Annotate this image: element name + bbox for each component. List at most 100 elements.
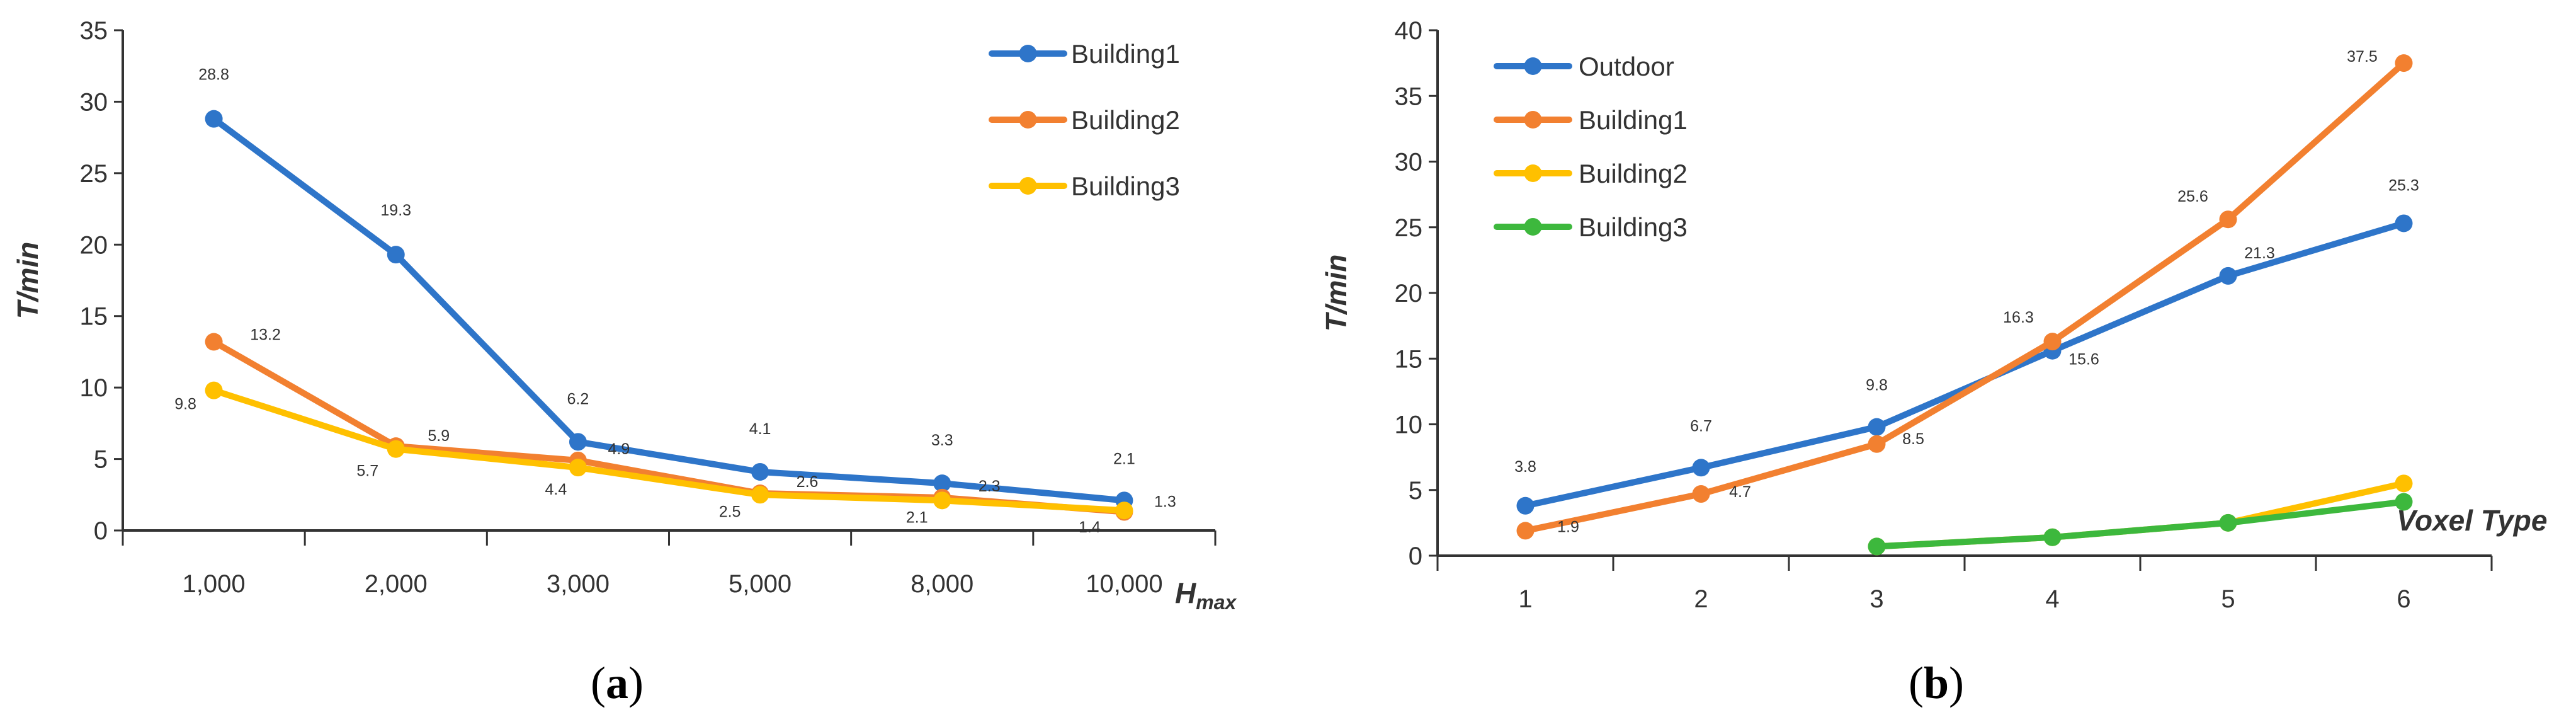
series-line-building3 (1873, 498, 2407, 550)
data-point-building3 (569, 459, 587, 477)
legend-label: Building2 (1071, 105, 1180, 135)
x-tick-label: 2 (1694, 585, 1708, 613)
x-axis-title-main: H (1175, 576, 1196, 609)
data-label: 19.3 (380, 202, 411, 219)
y-tick-label: 30 (80, 88, 108, 116)
y-tick-label: 0 (94, 517, 108, 545)
legend-swatch-marker (1019, 177, 1037, 195)
x-tick-label: 1 (1518, 585, 1532, 613)
data-point-outdoor (1692, 459, 1710, 477)
panel-letter: a (606, 658, 628, 708)
y-tick-label: 25 (1395, 214, 1423, 242)
data-point-building3 (2395, 493, 2413, 511)
data-point-building1 (1516, 522, 1535, 540)
x-tick-label: 3,000 (547, 570, 610, 598)
x-tick-label: 5 (2221, 585, 2235, 613)
panel-label: (a) (591, 658, 644, 708)
series-line-building3 (210, 387, 1128, 514)
x-tick-label: 10,000 (1086, 570, 1162, 598)
x-axis-title: Voxel Type (2397, 504, 2547, 537)
data-point-building1 (933, 474, 951, 493)
data-point-outdoor (2219, 266, 2237, 285)
data-point-outdoor (2395, 214, 2413, 232)
y-tick-label: 10 (80, 374, 108, 402)
series-line-building1 (210, 115, 1128, 504)
data-label: 28.8 (198, 66, 229, 84)
data-label: 2.6 (797, 473, 819, 491)
data-point-building1 (205, 110, 223, 128)
data-label: 15.6 (2068, 351, 2099, 369)
legend-label: Building3 (1579, 212, 1688, 242)
data-label: 2.1 (1113, 450, 1135, 467)
data-label: 25.3 (2388, 176, 2419, 194)
y-tick-label: 5 (1409, 477, 1422, 505)
chart-panel-b: 0 5 10 15 20 25 30 35 40 1 2 3 4 5 6 T/min Voxel Type 3.8… (1320, 17, 2547, 708)
panel-paren-open: ( (1909, 658, 1924, 708)
data-point-building1 (1692, 485, 1710, 503)
data-label: 16.3 (2003, 309, 2034, 326)
data-label: 6.2 (567, 390, 589, 408)
y-axis-title: T/min (1320, 255, 1353, 332)
data-point-outdoor (1516, 496, 1535, 515)
x-tick-label: 2,000 (365, 570, 428, 598)
data-label: 4.1 (749, 420, 771, 438)
data-point-building1 (751, 462, 769, 481)
y-tick-label: 35 (1395, 83, 1423, 110)
data-label: 4.9 (608, 440, 630, 458)
panel-paren-close: ) (628, 658, 644, 708)
y-tick-label: 5 (94, 446, 108, 474)
y-tick-label: 15 (1395, 345, 1423, 373)
data-label: 13.2 (250, 326, 281, 344)
data-point-building1 (569, 433, 587, 451)
data-point-building2 (2395, 474, 2413, 493)
data-label: 3.3 (931, 432, 953, 449)
y-tick-label: 20 (80, 231, 108, 259)
data-point-building1 (2043, 333, 2062, 351)
y-tick-label: 40 (1395, 17, 1423, 45)
legend-label: Building2 (1579, 159, 1688, 188)
series-line-outdoor (1522, 220, 2407, 509)
data-label: 9.8 (174, 396, 196, 413)
data-point-building1 (1868, 435, 1886, 453)
y-tick-label: 15 (80, 303, 108, 331)
data-point-building3 (2219, 513, 2237, 532)
x-tick-label: 3 (1870, 585, 1883, 613)
data-point-building1 (2395, 54, 2413, 72)
y-tick-label: 35 (80, 17, 108, 45)
x-tick-label: 6 (2397, 585, 2410, 613)
data-point-outdoor (1868, 418, 1886, 436)
legend-swatch-marker (1524, 218, 1542, 236)
panel-paren-close: ) (1949, 658, 1964, 708)
data-label: 2.1 (906, 508, 928, 526)
data-label: 2.5 (719, 503, 741, 520)
data-label: 5.7 (356, 462, 378, 480)
y-tick-label: 20 (1395, 280, 1423, 307)
series-line-building2 (1873, 480, 2407, 550)
data-point-building1 (387, 246, 405, 264)
legend-label: Building3 (1071, 171, 1180, 201)
data-point-building3 (205, 381, 223, 399)
data-label: 9.8 (1866, 377, 1888, 394)
panel-letter: b (1924, 658, 1949, 708)
legend-swatch-marker (1524, 57, 1542, 75)
legend-label: Outdoor (1579, 52, 1674, 81)
data-label: 1.4 (1079, 519, 1101, 536)
legend-swatch-marker (1019, 45, 1037, 62)
series-line-building1 (1522, 60, 2407, 534)
data-label: 25.6 (2177, 188, 2208, 205)
x-axis-title: Hmax (1175, 576, 1237, 614)
data-point-building1 (2219, 210, 2237, 229)
legend-swatch-marker (1019, 111, 1037, 129)
data-point-building2 (205, 333, 223, 351)
data-label: 5.9 (428, 427, 450, 445)
x-axis-title-sub: max (1196, 591, 1237, 614)
legend-swatch-marker (1524, 111, 1542, 129)
x-tick-label: 5,000 (729, 570, 792, 598)
y-tick-label: 0 (1409, 542, 1422, 570)
data-label: 37.5 (2347, 48, 2378, 66)
data-label: 1.9 (1557, 518, 1579, 536)
y-axis-title: T/min (11, 242, 44, 319)
y-tick-label: 25 (80, 160, 108, 188)
data-label: 4.4 (545, 481, 567, 498)
